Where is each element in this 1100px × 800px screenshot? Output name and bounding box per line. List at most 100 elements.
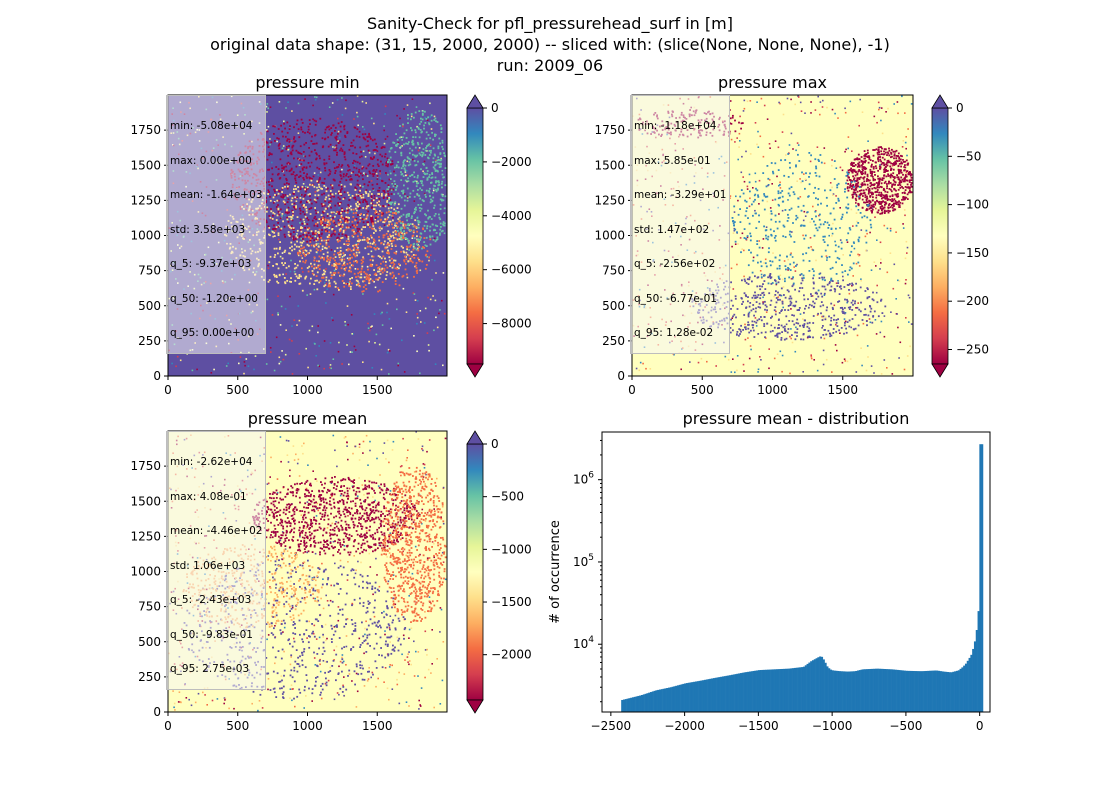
- heatmap-cell: [339, 255, 341, 257]
- heatmap-cell: [435, 159, 437, 162]
- heatmap-cell: [873, 149, 876, 151]
- heatmap-cell: [850, 164, 853, 166]
- heatmap-cell: [797, 144, 800, 146]
- heatmap-cell: [858, 308, 861, 311]
- heatmap-cell: [370, 193, 373, 195]
- heatmap-cell: [385, 232, 388, 235]
- heatmap-cell: [291, 325, 293, 327]
- heatmap-cell: [802, 318, 804, 320]
- heatmap-cell: [867, 186, 869, 189]
- heatmap-cell: [310, 161, 313, 164]
- heatmap-cell: [886, 154, 888, 156]
- heatmap-cell: [333, 253, 336, 256]
- heatmap-cell: [424, 110, 426, 113]
- heatmap-cell: [405, 170, 408, 172]
- heatmap-cell: [781, 131, 784, 133]
- heatmap-cell: [328, 263, 330, 266]
- heatmap-cell: [303, 223, 306, 225]
- colorbar-tick-label: −8000: [491, 317, 532, 331]
- heatmap-cell: [395, 164, 398, 167]
- heatmap-cell: [793, 323, 796, 326]
- heatmap-cell: [761, 292, 764, 295]
- heatmap-cell: [762, 296, 764, 299]
- heatmap-cell: [412, 225, 415, 228]
- heatmap-cell: [347, 235, 350, 238]
- heatmap-cell: [301, 267, 303, 270]
- heatmap-cell: [338, 251, 341, 254]
- heatmap-cell: [362, 201, 364, 203]
- heatmap-cell: [795, 149, 797, 152]
- heatmap-cell: [905, 171, 908, 174]
- heatmap-cell: [882, 207, 885, 209]
- heatmap-cell: [856, 177, 859, 180]
- heatmap-cell: [832, 222, 834, 225]
- heatmap-cell: [399, 117, 401, 120]
- heatmap-cell: [425, 147, 427, 149]
- heatmap-cell: [804, 307, 806, 310]
- heatmap-cell: [366, 205, 368, 208]
- heatmap-cell: [394, 183, 397, 185]
- heatmap-cell: [888, 204, 890, 206]
- heatmap-cell: [893, 157, 895, 160]
- heatmap-cell: [363, 280, 366, 282]
- heatmap-cell: [291, 373, 294, 375]
- heatmap-cell: [830, 285, 833, 288]
- heatmap-cell: [293, 193, 295, 195]
- heatmap-cell: [295, 181, 298, 184]
- heatmap-cell: [421, 247, 423, 250]
- heatmap-cell: [760, 359, 762, 361]
- heatmap-cell: [863, 157, 866, 160]
- heatmap-cell: [438, 184, 441, 186]
- heatmap-cell: [243, 372, 245, 375]
- heatmap-cell: [380, 269, 382, 272]
- heatmap-cell: [337, 287, 339, 289]
- heatmap-cell: [377, 189, 379, 192]
- heatmap-cell: [887, 182, 890, 185]
- heatmap-cell: [418, 240, 420, 243]
- heatmap-cell: [388, 373, 390, 375]
- heatmap-cell: [301, 241, 304, 244]
- heatmap-cell: [291, 249, 293, 252]
- heatmap-cell: [377, 270, 379, 273]
- heatmap-cell: [277, 222, 279, 224]
- heatmap-cell: [400, 154, 403, 157]
- heatmap-cell: [353, 118, 355, 120]
- heatmap-cell: [853, 169, 856, 171]
- heatmap-cell: [428, 176, 430, 178]
- heatmap-cell: [836, 285, 839, 287]
- heatmap-cell: [893, 180, 896, 183]
- heatmap-cell: [320, 257, 322, 260]
- heatmap-cell: [779, 102, 781, 105]
- heatmap-cell: [344, 218, 347, 221]
- heatmap-cell: [756, 319, 759, 322]
- heatmap-cell: [860, 160, 863, 163]
- heatmap-cell: [299, 209, 302, 212]
- heatmap-cell: [871, 211, 873, 214]
- heatmap-cell: [823, 337, 826, 340]
- heatmap-cell: [326, 215, 329, 217]
- heatmap-cell: [271, 231, 274, 233]
- heatmap-cell: [304, 249, 307, 251]
- heatmap-cell: [281, 252, 284, 254]
- heatmap-cell: [902, 173, 904, 176]
- heatmap-cell: [729, 100, 732, 102]
- heatmap-cell: [759, 297, 762, 300]
- heatmap-cell: [362, 199, 365, 202]
- heatmap-cell: [413, 247, 415, 250]
- heatmap-cell: [382, 243, 385, 246]
- heatmap-cell: [389, 156, 392, 159]
- heatmap-cell: [347, 164, 349, 167]
- heatmap-cell: [302, 233, 305, 236]
- heatmap-cell: [332, 257, 335, 260]
- heatmap-cell: [392, 231, 395, 234]
- heatmap-cell: [414, 180, 417, 182]
- heatmap-cell: [777, 324, 780, 326]
- heatmap-cell: [844, 360, 847, 362]
- heatmap-cell: [342, 173, 345, 176]
- heatmap-cell: [888, 210, 891, 212]
- heatmap-cell: [339, 130, 342, 133]
- heatmap-cell: [882, 200, 884, 203]
- heatmap-cell: [777, 146, 780, 149]
- heatmap-cell: [762, 155, 765, 158]
- heatmap-cell: [349, 262, 351, 264]
